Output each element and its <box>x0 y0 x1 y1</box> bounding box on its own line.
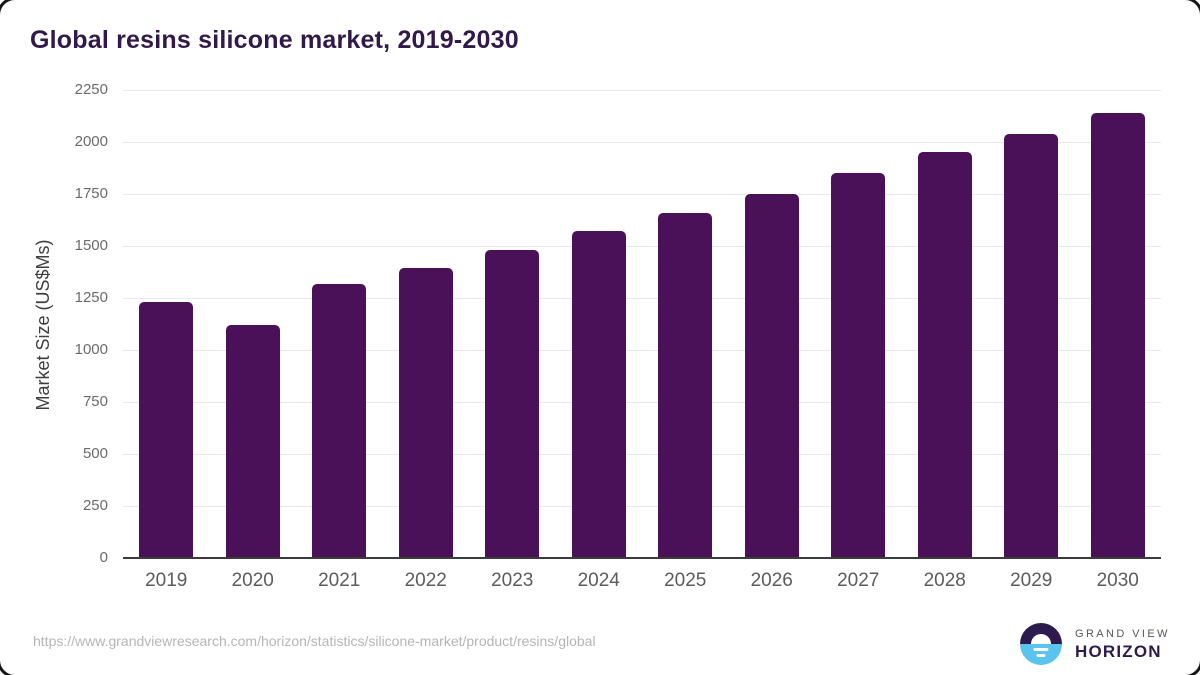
bar-2022 <box>398 267 453 558</box>
logo-reflection-line-1 <box>1033 647 1049 651</box>
y-tick-label: 1250 <box>74 289 108 306</box>
bar-slot <box>383 90 470 558</box>
x-axis-label: 2029 <box>1010 570 1053 591</box>
y-tick-label: 1750 <box>74 185 108 202</box>
bar-slot <box>988 90 1075 558</box>
bar-slot <box>296 90 383 558</box>
y-tick-label: 2000 <box>74 133 108 150</box>
horizon-sunrise-icon <box>1020 623 1062 665</box>
logo-horizon-text: HORIZON <box>1075 641 1162 661</box>
gridline <box>123 453 1161 455</box>
x-axis-label: 2026 <box>750 570 793 591</box>
gridline <box>123 89 1161 91</box>
logo-wordmark: GRAND VIEW HORIZON <box>1075 628 1170 661</box>
y-tick-label: 0 <box>99 549 108 566</box>
gridline <box>123 349 1161 351</box>
gridline <box>123 297 1161 299</box>
x-axis-line <box>123 557 1161 559</box>
bar-slot <box>1075 90 1162 558</box>
x-axis-labels: 2019 2020 2021 2022 2023 2024 2025 2026 2027 2028… <box>123 568 1161 594</box>
gridline <box>123 141 1161 143</box>
gridline <box>123 401 1161 403</box>
gridline <box>123 193 1161 195</box>
x-axis-label: 2025 <box>664 570 707 591</box>
bar-2021 <box>312 284 367 558</box>
bar-2023 <box>485 250 540 558</box>
bar-2027 <box>831 173 886 558</box>
x-axis-label: 2023 <box>491 570 534 591</box>
y-tick-label: 750 <box>82 393 108 410</box>
bar-slot <box>729 90 816 558</box>
y-tick-label: 1500 <box>74 237 108 254</box>
x-axis-label: 2027 <box>837 570 880 591</box>
bar-slot <box>815 90 902 558</box>
y-tick-label: 500 <box>82 445 108 462</box>
bar-slot <box>902 90 989 558</box>
bar-2029 <box>1004 133 1059 558</box>
bar-2026 <box>744 194 799 558</box>
bar-2028 <box>917 152 972 558</box>
logo-sky-half <box>1020 623 1062 644</box>
x-axis-label: 2022 <box>404 570 447 591</box>
gridline <box>123 505 1161 507</box>
bar-slot <box>556 90 643 558</box>
x-axis-label: 2019 <box>145 570 188 591</box>
bar-slot <box>123 90 210 558</box>
bar-slot <box>642 90 729 558</box>
y-tick-label: 1000 <box>74 341 108 358</box>
x-axis-label: 2028 <box>923 570 966 591</box>
bar-2030 <box>1090 112 1145 558</box>
gridline <box>123 245 1161 247</box>
y-tick-label: 250 <box>82 497 108 514</box>
y-axis-title: Market Size (US$Ms) <box>33 239 53 411</box>
bar-slot <box>469 90 556 558</box>
bar-2019 <box>139 302 194 558</box>
bar-slot <box>210 90 297 558</box>
plot-area: 0 250 500 750 1000 1250 1500 1750 2000 2250 <box>75 81 1161 566</box>
bar-2020 <box>225 325 280 558</box>
x-axis-label: 2024 <box>577 570 620 591</box>
bars-container <box>123 90 1161 558</box>
x-axis-label: 2021 <box>318 570 361 591</box>
x-axis-label: 2030 <box>1096 570 1139 591</box>
x-axis-label: 2020 <box>231 570 274 591</box>
source-url: https://www.grandviewresearch.com/horizo… <box>33 633 596 649</box>
logo-sun-shape <box>1031 634 1051 644</box>
y-tick-label: 2250 <box>74 81 108 98</box>
logo-reflection-line-2 <box>1036 653 1046 657</box>
bar-2024 <box>571 231 626 558</box>
grand-view-horizon-logo: GRAND VIEW HORIZON <box>1020 623 1170 665</box>
logo-grand-view-text: GRAND VIEW <box>1075 627 1170 640</box>
page-title: Global resins silicone market, 2019-2030 <box>30 26 519 54</box>
bar-2025 <box>658 212 713 558</box>
